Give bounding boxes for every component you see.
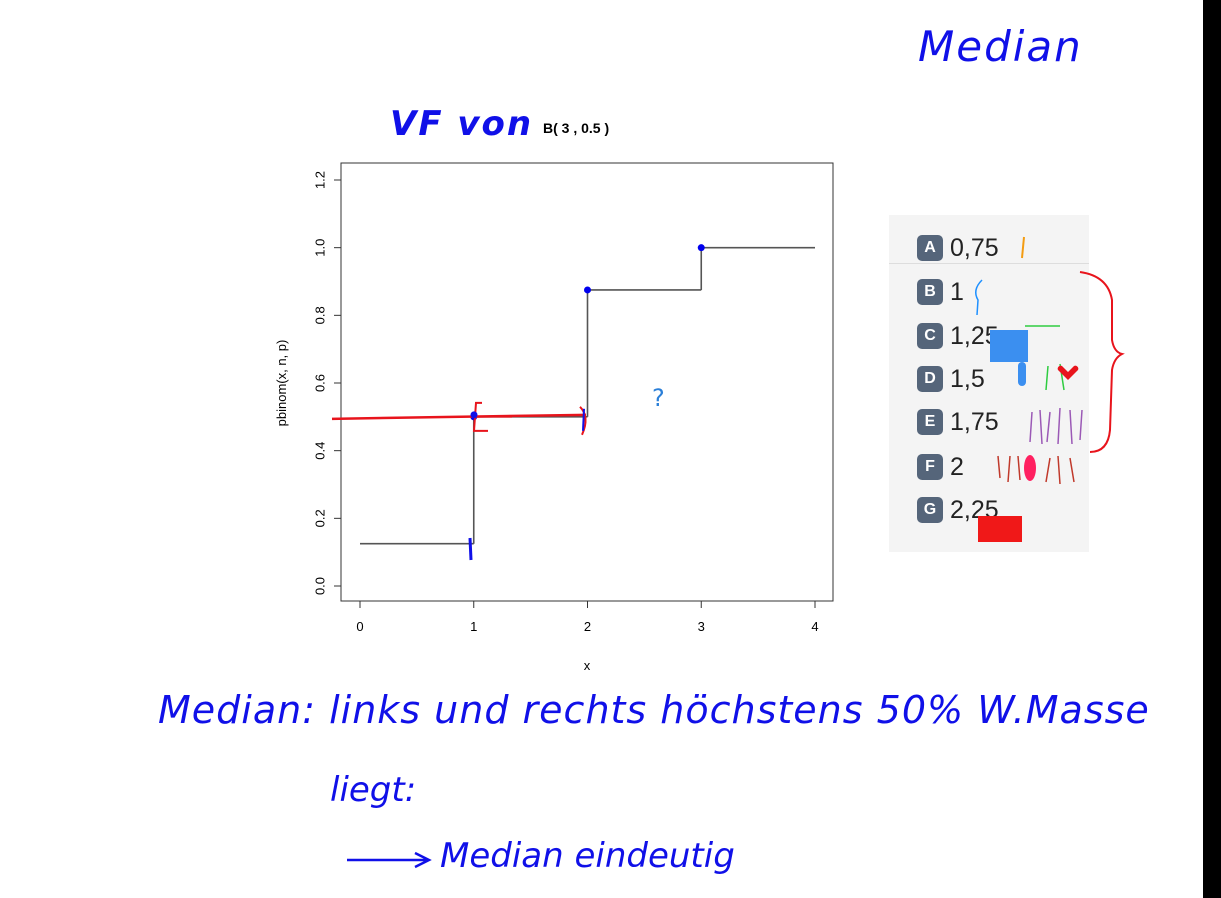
handwritten-subtitle: VF von [390,104,534,144]
poll-divider [889,263,1089,264]
option-value: 1,5 [950,364,985,393]
option-badge: B [917,279,943,305]
y-tick-label: 0.4 [312,442,327,460]
x-tick-label: 0 [356,619,363,634]
option-value: 1,75 [950,407,999,436]
option-badge: E [917,409,943,435]
poll-option-e[interactable]: E 1,75 [917,405,999,439]
x-tick-label: 2 [584,619,591,634]
x-tick-label: 1 [470,619,477,634]
y-tick-label: 1.2 [312,171,327,189]
poll-option-c[interactable]: C 1,25 [917,319,999,353]
y-tick-label: 0.2 [312,509,327,527]
red-median-line [331,413,587,421]
x-tick-label: 3 [698,619,705,634]
poll-option-f[interactable]: F 2 [917,450,964,484]
poll-option-a[interactable]: A 0,75 [917,231,999,265]
blue-mark-right [582,408,585,431]
option-badge: F [917,454,943,480]
poll-option-d[interactable]: D 1,5 [917,362,985,396]
x-axis-label: x [584,658,591,673]
handwritten-note-1: Median: links und rechts höchstens 50% W… [158,688,1150,732]
question-mark: ? [652,384,665,412]
x-tick-label: 4 [811,619,818,634]
handwritten-note-3: Median eindeutig [440,836,735,876]
chart-title: B( 3 , 0.5 ) [543,120,610,136]
blue-dot [470,411,478,419]
poll-option-g[interactable]: G 2,25 [917,493,999,527]
option-badge: G [917,497,943,523]
y-tick-label: 0.6 [312,374,327,392]
y-tick-label: 0.8 [312,306,327,324]
y-tick-label: 1.0 [312,239,327,257]
option-value: 2,25 [950,495,999,524]
option-badge: C [917,323,943,349]
handwritten-title: Median [918,22,1083,71]
handwritten-note-2: liegt: [330,770,417,810]
data-point [697,244,705,252]
option-value: 1 [950,277,964,306]
right-edge-bar [1203,0,1221,898]
blue-mark-bottom [468,537,473,561]
poll-panel: A 0,75 B 1 C 1,25 D 1,5 E 1,75 F 2 G 2,2… [889,215,1089,552]
y-tick-label: 0.0 [312,577,327,595]
arrow-icon [347,851,432,869]
option-value: 2 [950,452,964,481]
option-badge: A [917,235,943,261]
option-value: 0,75 [950,233,999,262]
y-axis-label: pbinom(x, n, p) [274,340,289,427]
right-bracket [579,406,587,436]
data-point [584,286,591,294]
option-badge: D [917,366,943,392]
option-value: 1,25 [950,321,999,350]
poll-option-b[interactable]: B 1 [917,275,964,309]
